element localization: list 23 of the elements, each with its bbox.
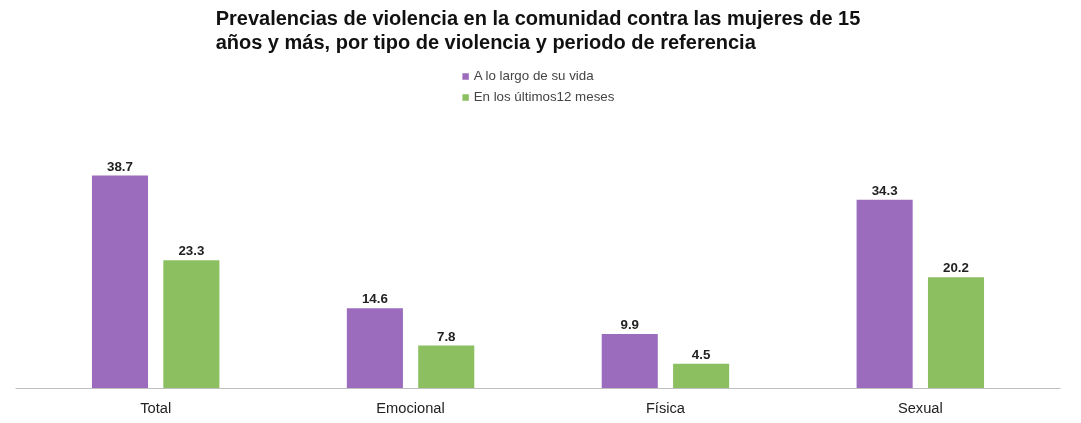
bar [601,334,658,389]
data-label: 23.3 [178,243,205,259]
x-tick-label: Física [645,399,686,416]
data-label: 9.9 [620,317,640,333]
legend-label: A lo largo de su vida [473,68,594,83]
chart-title: Prevalencias de violencia en la comunidad contra las mujeres de 15 años y más, por tipo de violencia y periodo de referencia [215,7,861,54]
data-label: 4.5 [691,346,711,362]
bar [856,199,913,389]
x-tick-label: Sexual [897,399,943,416]
bar [673,363,730,389]
data-label: 38.7 [107,158,133,174]
data-label: 14.6 [361,291,388,307]
data-label: 7.8 [436,328,456,344]
legend-label: En los últimos12 meses [473,89,615,104]
bar [91,175,149,389]
data-label: 20.2 [943,260,969,276]
x-tick-label: Emocional [376,399,445,416]
bar [418,345,475,389]
x-tick-label: Total [140,399,172,416]
data-label: 34.3 [871,182,898,198]
bar [927,277,985,389]
bar [346,308,403,389]
bar [163,260,220,389]
